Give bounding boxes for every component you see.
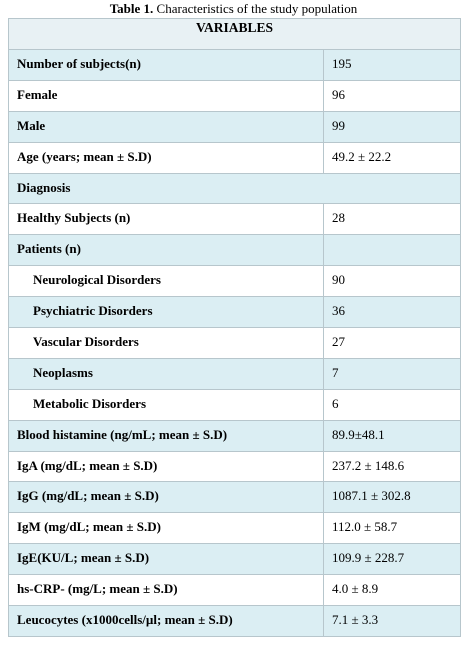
row-value: 27 [323,327,461,359]
table-row: Psychiatric Disorders 36 [8,296,461,329]
row-label: Female [8,79,324,112]
row-label: IgA (mg/dL; mean ± S.D) [8,450,324,483]
row-value: 237.2 ± 148.6 [323,450,461,483]
table-row: Leucocytes (x1000cells/µl; mean ± S.D) 7.… [8,605,461,637]
table-row: Neoplasms 7 [8,357,461,390]
table-body: Number of subjects(n) 195 Female 96 Male 99 Ag… [8,49,461,637]
row-value: 90 [323,265,461,298]
row-value: 99 [323,110,461,143]
row-value: 109.9 ± 228.7 [323,543,461,576]
table-row: IgM (mg/dL; mean ± S.D) 112.0 ± 58.7 [8,512,461,545]
row-value: 89.9±48.1 [323,419,461,452]
row-value: 4.0 ± 8.9 [323,574,461,607]
row-label: Leucocytes (x1000cells/µl; mean ± S.D) [8,605,324,637]
header-cell: VARIABLES [8,18,461,50]
caption-text: Characteristics of the study population [156,1,358,16]
row-label: Age (years; mean ± S.D) [8,141,324,174]
row-value: 28 [323,203,461,236]
row-label: Male [8,110,324,143]
row-value: 36 [323,296,461,329]
table-row: IgA (mg/dL; mean ± S.D) 237.2 ± 148.6 [8,450,461,483]
row-value: 112.0 ± 58.7 [323,512,461,545]
row-label: Psychiatric Disorders [8,296,324,329]
row-value [323,234,461,267]
row-value: 7 [323,357,461,390]
table-row: hs-CRP- (mg/L; mean ± S.D) 4.0 ± 8.9 [8,574,461,607]
row-value: 7.1 ± 3.3 [323,605,461,637]
row-label: IgE(KU/L; mean ± S.D) [8,543,324,576]
table-row: Male 99 [8,110,461,143]
row-value: 49.2 ± 22.2 [323,141,461,174]
table-row: Healthy Subjects (n) 28 [8,203,461,236]
row-value: 96 [323,79,461,112]
table-row: Blood histamine (ng/mL; mean ± S.D) 89.9±… [8,419,461,452]
row-label: Vascular Disorders [8,327,324,359]
table-row: Patients (n) [8,234,461,267]
caption-label: Table 1. [109,1,154,16]
data-table: VARIABLES Number of subjects(n) 195 Female… [8,18,461,637]
row-label: IgG (mg/dL; mean ± S.D) [8,481,324,514]
row-label: Metabolic Disorders [8,388,324,421]
row-value: 1087.1 ± 302.8 [323,481,461,514]
table-row: IgG (mg/dL; mean ± S.D) 1087.1 ± 302.8 [8,481,461,514]
table-row: Metabolic Disorders 6 [8,388,461,421]
row-value: 195 [323,49,461,81]
table-caption: Table 1. Characteristics of the study po… [0,2,467,16]
table-row: Diagnosis [8,172,461,205]
row-label: Patients (n) [8,234,324,267]
table-row: Female 96 [8,79,461,112]
row-label: Neoplasms [8,357,324,390]
table-row: Neurological Disorders 90 [8,265,461,298]
row-label: Neurological Disorders [8,265,324,298]
row-label: Number of subjects(n) [8,49,324,81]
header-row: VARIABLES [8,18,461,50]
table-row: Vascular Disorders 27 [8,327,461,359]
table-row: Number of subjects(n) 195 [8,49,461,81]
row-label: Blood histamine (ng/mL; mean ± S.D) [8,419,324,452]
row-label: IgM (mg/dL; mean ± S.D) [8,512,324,545]
row-value: 6 [323,388,461,421]
row-label: Diagnosis [8,172,461,205]
row-label: hs-CRP- (mg/L; mean ± S.D) [8,574,324,607]
row-label: Healthy Subjects (n) [8,203,324,236]
table-row: IgE(KU/L; mean ± S.D) 109.9 ± 228.7 [8,543,461,576]
table-row: Age (years; mean ± S.D) 49.2 ± 22.2 [8,141,461,174]
